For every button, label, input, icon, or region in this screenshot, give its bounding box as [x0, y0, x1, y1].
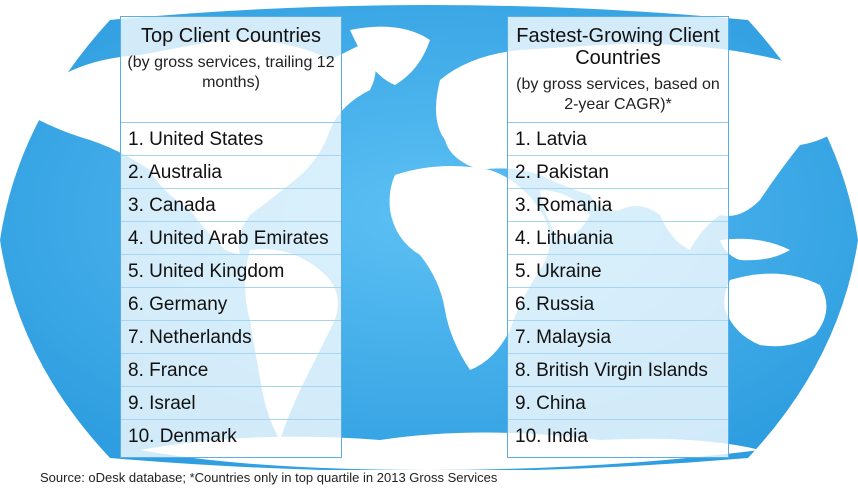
panel-header: Top Client Countries (by gross services,… [121, 17, 341, 123]
list-item: 3. Canada [121, 189, 341, 222]
list-item: 10. India [515, 426, 588, 447]
list-item: 1. United States [121, 123, 341, 156]
landmass-se-asia [720, 238, 790, 261]
panel-title: Top Client Countries [140, 25, 322, 47]
landmass-greenland [350, 26, 430, 86]
panel-subtitle: (by gross services, based on 2-year CAGR… [516, 76, 720, 113]
list-item: 5. Ukraine [508, 255, 728, 288]
panel-subtitle: (by gross services, trailing 12 months) [127, 54, 335, 91]
list-item: 2. Australia [121, 156, 341, 189]
list-item: 6. Russia [508, 288, 728, 321]
panel-title: Fastest-Growing Client Countries [516, 25, 720, 69]
list-item: 4. Lithuania [508, 222, 728, 255]
list-item: 3. Romania [508, 189, 728, 222]
landmass-australia [724, 273, 827, 347]
top-client-countries-panel: Top Client Countries (by gross services,… [120, 16, 342, 458]
panel-header: Fastest-Growing Client Countries (by gro… [508, 17, 728, 123]
list-item: 9. China [508, 387, 728, 420]
fastest-growing-countries-panel: Fastest-Growing Client Countries (by gro… [507, 16, 729, 458]
list-item: 4. United Arab Emirates [121, 222, 341, 255]
list-item: 7. Malaysia [508, 321, 728, 354]
list-item: 2. Pakistan [508, 156, 728, 189]
ranked-list: 1. Latvia 2. Pakistan 3. Romania 4. Lith… [508, 123, 728, 453]
list-item: 8. France [121, 354, 341, 387]
source-footnote: Source: oDesk database; *Countries only … [40, 470, 498, 485]
list-item: 10. Denmark [128, 426, 237, 447]
list-item: 5. United Kingdom [121, 255, 341, 288]
list-item: 1. Latvia [508, 123, 728, 156]
list-item: 9. Israel [121, 387, 341, 420]
landmass-new-zealand [835, 345, 845, 372]
list-item: 7. Netherlands [121, 321, 341, 354]
list-item: 8. British Virgin Islands [508, 354, 728, 387]
list-item: 6. Germany [121, 288, 341, 321]
ranked-list: 1. United States 2. Australia 3. Canada … [121, 123, 341, 453]
